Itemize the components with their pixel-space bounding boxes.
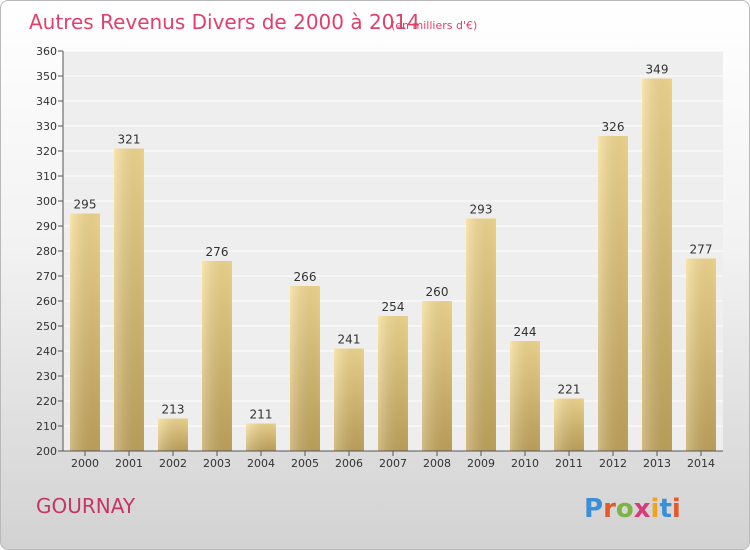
x-tick-label: 2004 [247,457,275,470]
x-tick-label: 2014 [687,457,715,470]
x-tick-label: 2007 [379,457,407,470]
y-tick-label: 330 [36,120,57,133]
location-label: GOURNAY [36,494,136,518]
bar-shade [686,258,716,451]
x-tick-label: 2009 [467,457,495,470]
y-tick-label: 230 [36,370,57,383]
bar-shade [510,341,540,451]
x-tick-label: 2010 [511,457,539,470]
y-tick-label: 290 [36,220,57,233]
bar-value-label: 211 [250,408,273,422]
bar-shade [114,148,144,451]
x-tick-label: 2002 [159,457,187,470]
bar-value-label: 277 [690,243,713,257]
y-tick-label: 340 [36,95,57,108]
logo-letter: o [616,494,634,524]
logo-letter: i [651,494,660,524]
bar-value-label: 260 [426,285,449,299]
bar-shade [70,213,100,451]
bar-shade [554,398,584,451]
bar-value-label: 295 [74,198,97,212]
bar-shade [158,418,188,451]
bar-shade [466,218,496,451]
bar-shade [642,78,672,451]
bars-group: 295 321 213 276 211 266 241 254 260 293 244 221 326 3… [70,63,716,451]
bar-value-label: 241 [338,333,361,347]
logo-letter: i [672,494,681,524]
x-tick-label: 2003 [203,457,231,470]
bar-value-label: 213 [162,403,185,417]
bar-shade [422,301,452,451]
bar-value-label: 349 [646,63,669,77]
bar-shade [598,136,628,451]
y-tick-label: 350 [36,70,57,83]
y-tick-label: 300 [36,195,57,208]
x-tick-label: 2001 [115,457,143,470]
bar-value-label: 321 [118,133,141,147]
bar-value-label: 266 [294,270,317,284]
y-tick-label: 270 [36,270,57,283]
bar-shade [246,423,276,451]
bar-shade [202,261,232,451]
bar-shade [290,286,320,451]
chart-title: Autres Revenus Divers de 2000 à 2014 [29,10,420,34]
bar-value-label: 221 [558,383,581,397]
bar-shade [334,348,364,451]
x-tick-label: 2008 [423,457,451,470]
y-tick-label: 360 [36,45,57,58]
y-tick-label: 280 [36,245,57,258]
bar-value-label: 254 [382,300,405,314]
proxiti-logo: Proxiti [584,494,681,524]
y-tick-label: 310 [36,170,57,183]
x-tick-label: 2012 [599,457,627,470]
bar-value-label: 276 [206,245,229,259]
y-axis: 200 210 220 230 240 250 260 270 280 290 300 310 320 3… [36,45,64,458]
y-tick-label: 220 [36,395,57,408]
x-axis: 2000 2001 2002 2003 2004 2005 2006 2007 2008 2009… [63,450,723,470]
x-tick-label: 2013 [643,457,671,470]
logo-letter: t [659,494,671,524]
y-tick-label: 240 [36,345,57,358]
bar-value-label: 244 [514,325,537,339]
y-tick-label: 260 [36,295,57,308]
y-tick-label: 320 [36,145,57,158]
logo-letter: P [584,494,603,524]
x-tick-label: 2000 [71,457,99,470]
x-tick-label: 2006 [335,457,363,470]
bar-value-label: 326 [602,120,625,134]
logo-letter: r [603,494,616,524]
chart-subtitle: (en milliers d'€) [391,19,477,32]
y-tick-label: 210 [36,420,57,433]
y-tick-label: 200 [36,445,57,458]
x-tick-label: 2005 [291,457,319,470]
x-tick-label: 2011 [555,457,583,470]
y-tick-label: 250 [36,320,57,333]
logo-letter: x [634,494,651,524]
bar-value-label: 293 [470,203,493,217]
bar-shade [378,316,408,451]
